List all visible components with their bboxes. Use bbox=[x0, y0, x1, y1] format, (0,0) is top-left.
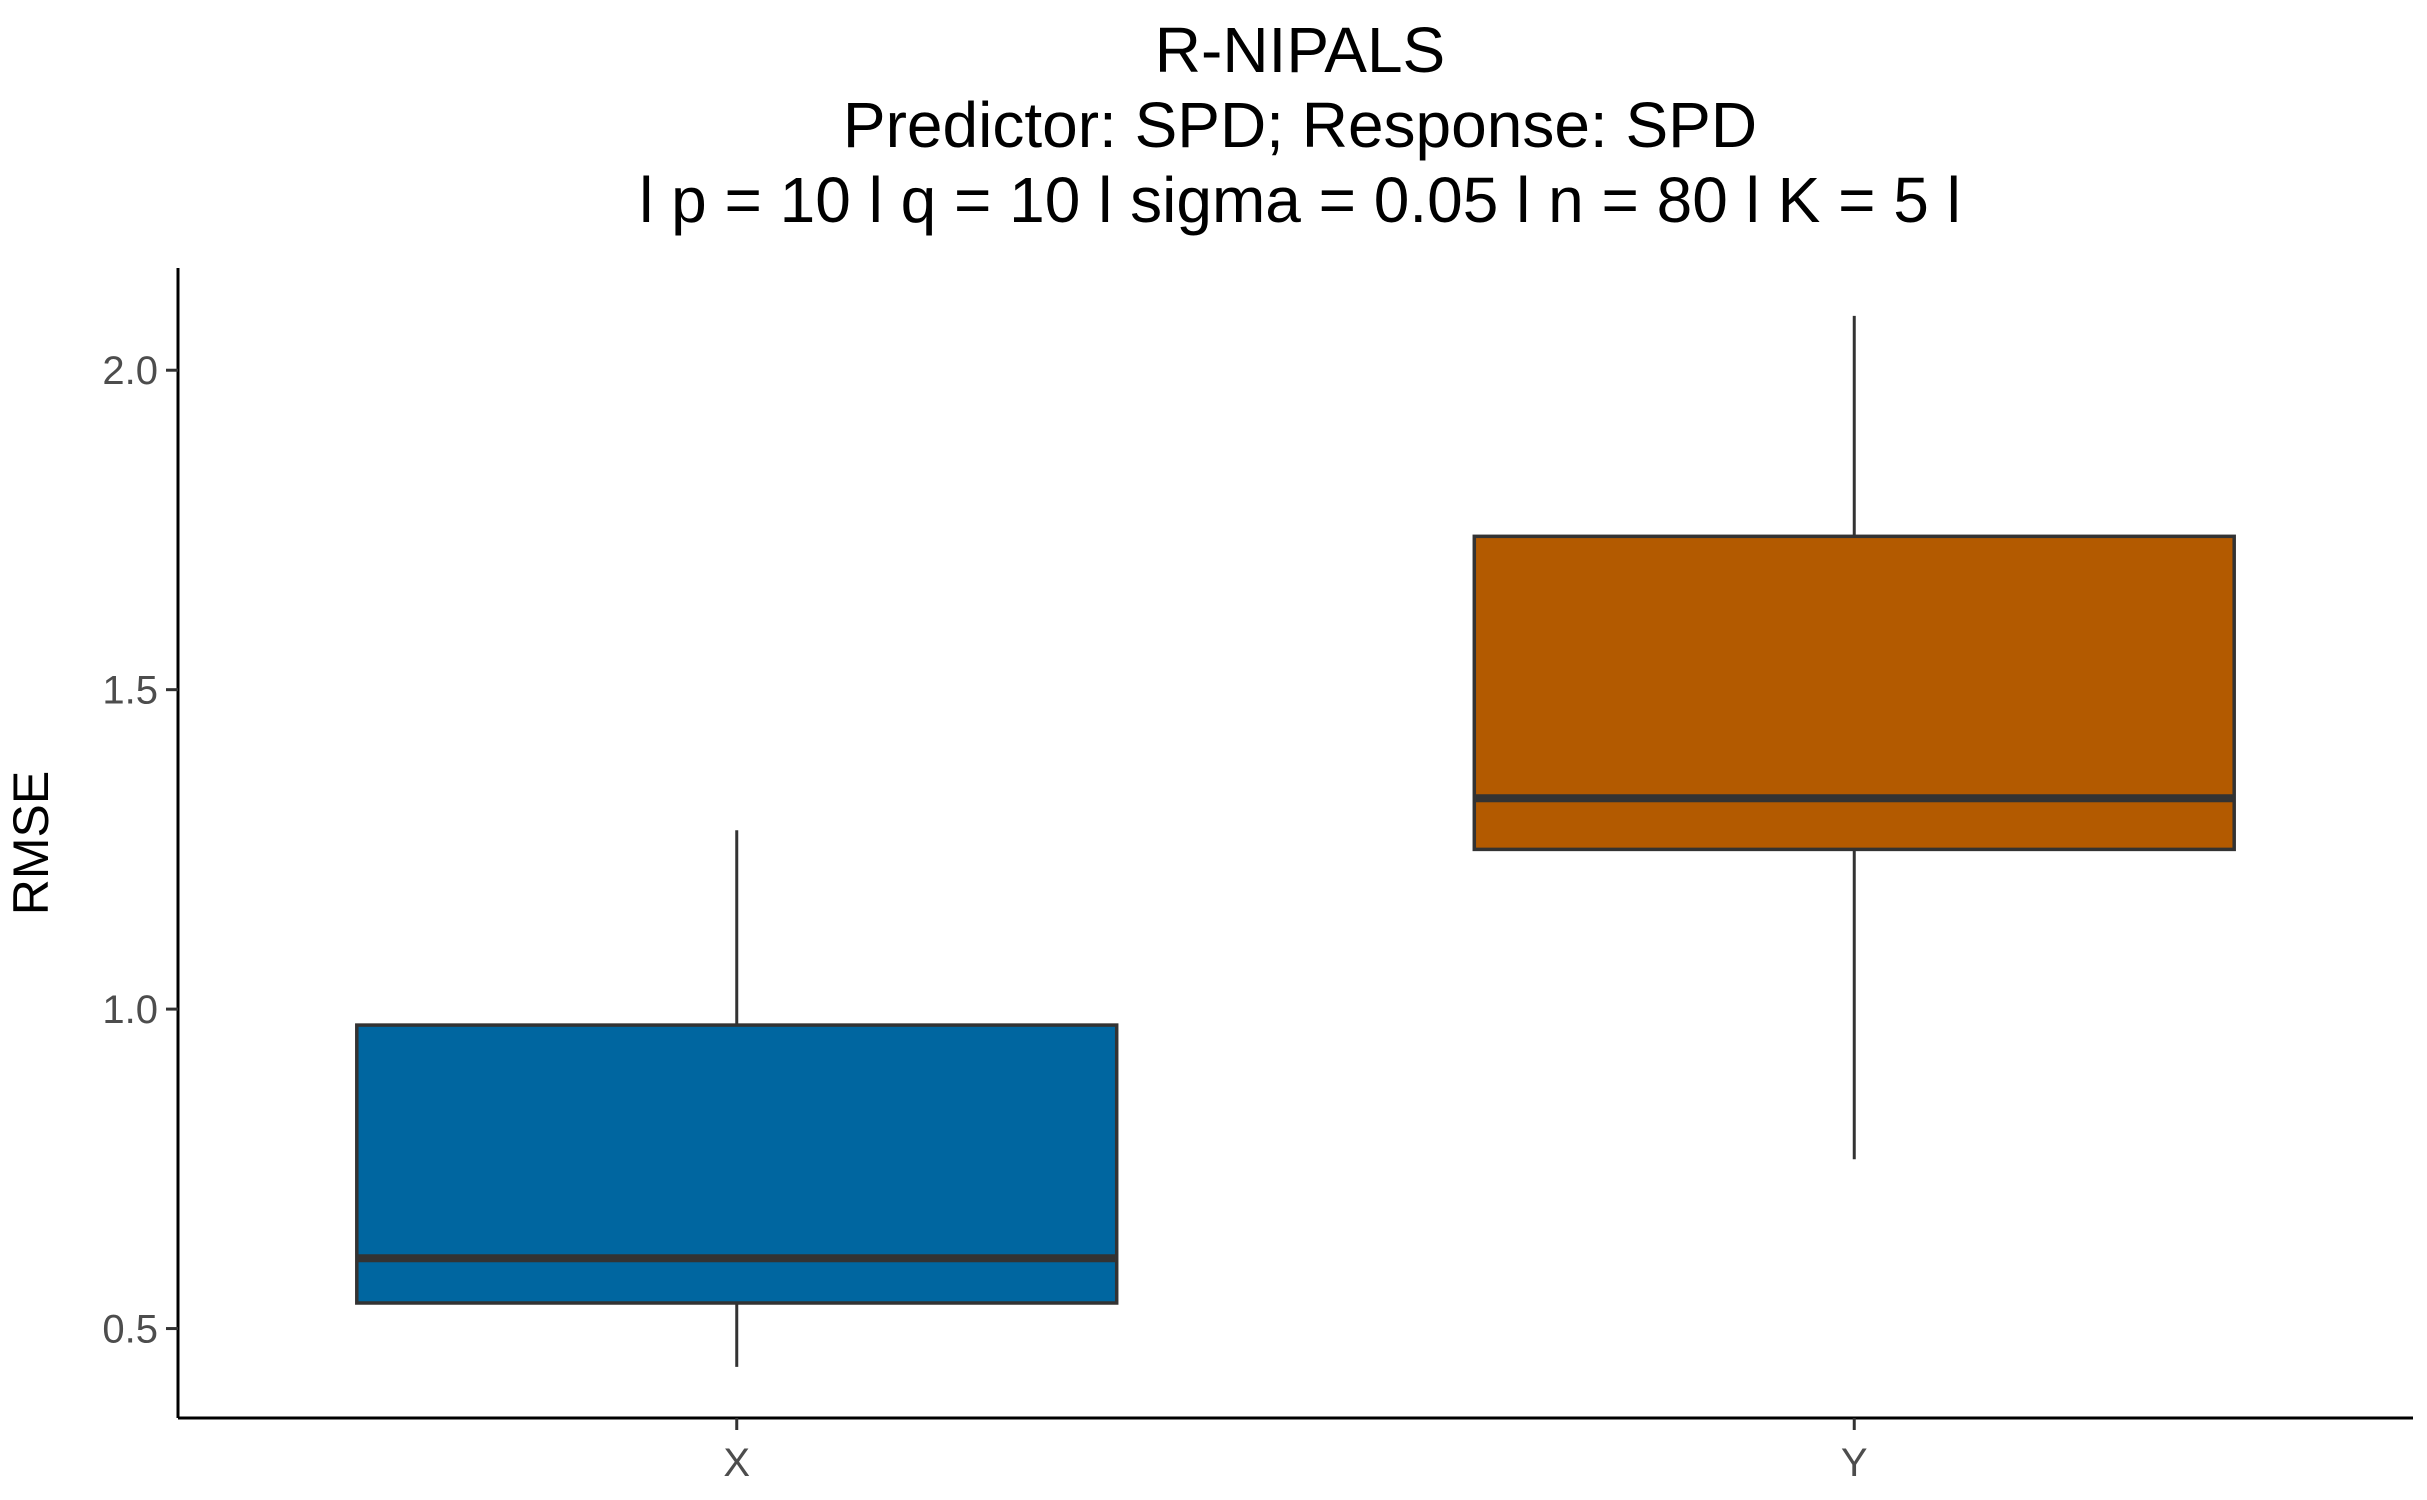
box-group-y bbox=[1472, 315, 2236, 1160]
iqr-box bbox=[1472, 534, 2236, 852]
x-tick-label: X bbox=[723, 1441, 750, 1485]
y-axis-ticks: 0.5 1.0 1.5 2.0 bbox=[102, 349, 178, 1352]
y-tick-label: 1.0 bbox=[102, 988, 158, 1032]
y-tick-label: 2.0 bbox=[102, 349, 158, 393]
box-group-x bbox=[355, 830, 1119, 1367]
chart-title-line-3: l p = 10 l q = 10 l sigma = 0.05 l n = 8… bbox=[639, 164, 1961, 236]
y-tick-label: 0.5 bbox=[102, 1308, 158, 1352]
x-tick-label: Y bbox=[1841, 1441, 1868, 1485]
chart-title-line-1: R-NIPALS bbox=[1155, 14, 1445, 86]
chart-title: R-NIPALS Predictor: SPD; Response: SPD l… bbox=[639, 14, 1961, 236]
y-tick-label: 1.5 bbox=[102, 669, 158, 713]
chart-title-line-2: Predictor: SPD; Response: SPD bbox=[843, 89, 1757, 161]
y-axis-label: RMSE bbox=[3, 771, 59, 915]
boxplot-boxes bbox=[355, 315, 2236, 1367]
